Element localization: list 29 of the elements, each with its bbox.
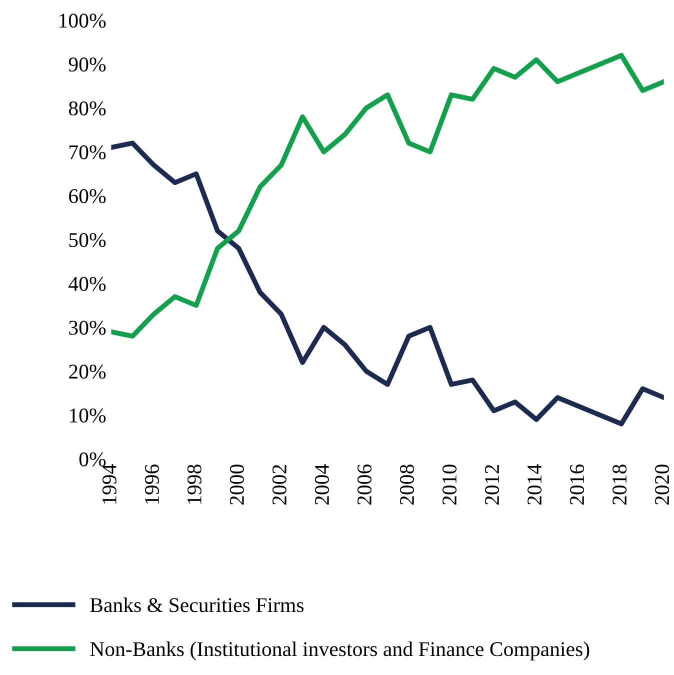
y-tick-label: 10% <box>70 408 106 423</box>
x-tick-label: 2020 <box>655 464 670 505</box>
y-tick-label: 40% <box>68 276 106 291</box>
x-tick-label: 1994 <box>102 464 116 504</box>
line-series <box>111 52 664 339</box>
y-tick-label: 60% <box>69 189 106 204</box>
y-tick-label: 0% <box>79 452 106 466</box>
x-tick-label: 2000 <box>230 464 244 505</box>
y-tick-label: 70% <box>70 145 106 160</box>
legend-label: Non-Banks (Institutional investors and Finance Companies) <box>90 642 590 660</box>
x-tick-label: 2010 <box>442 464 457 505</box>
x-tick-label: 2016 <box>570 464 584 505</box>
x-tick-label: 2018 <box>612 464 627 505</box>
y-tick-label: 80% <box>68 101 106 116</box>
x-tick-label: 2006 <box>357 464 372 505</box>
x-tick-label: 2012 <box>484 465 500 505</box>
x-tick-label: 1998 <box>187 464 202 504</box>
y-tick-label: 90% <box>68 58 106 72</box>
legend-label: Banks & Securities Firms <box>90 598 304 612</box>
x-tick-label: 1996 <box>144 464 159 504</box>
line-series <box>111 140 664 426</box>
x-tick-label: 2002 <box>272 465 286 505</box>
y-tick-label: 20% <box>69 364 106 379</box>
y-tick-label: 30% <box>69 320 106 335</box>
x-tick-label: 2004 <box>314 464 329 505</box>
y-tick-label: 100% <box>60 14 106 28</box>
x-tick-label: 2014 <box>528 464 542 505</box>
x-tick-label: 2008 <box>400 464 414 505</box>
y-tick-label: 50% <box>69 233 106 248</box>
